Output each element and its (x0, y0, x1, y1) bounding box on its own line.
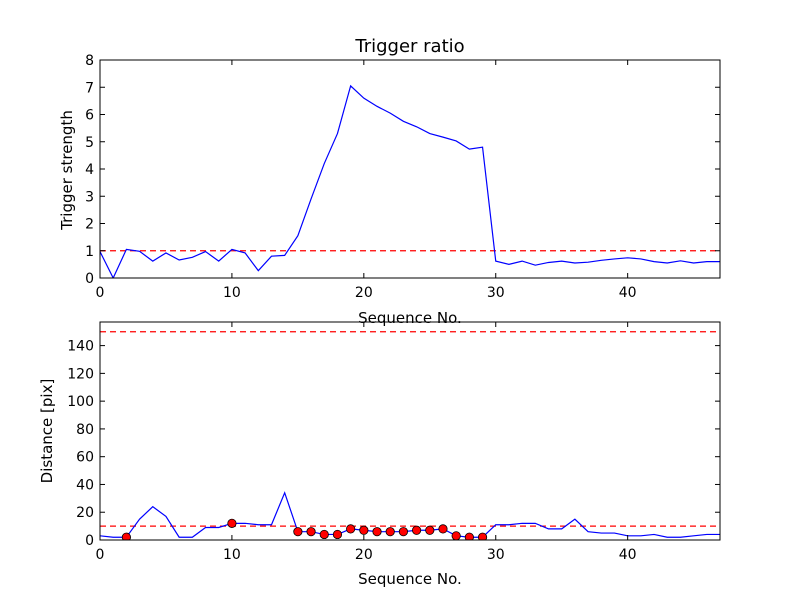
y-tick-label: 20 (76, 505, 94, 521)
x-tick-label: 0 (96, 547, 105, 563)
data-point (332, 529, 343, 540)
data-point (411, 525, 422, 535)
x-tick-label: 30 (487, 285, 505, 301)
data-point (293, 527, 303, 537)
x-tick-label: 10 (223, 547, 241, 563)
y-tick-label: 0 (85, 271, 94, 287)
y-tick-label: 8 (85, 53, 94, 69)
y-tick-label: 40 (76, 477, 94, 493)
clipped-marks (100, 331, 720, 540)
data-point (438, 524, 448, 534)
x-tick-label: 40 (619, 547, 637, 563)
plot-area: 0 10 20 30 40 0 20 40 60 80 100 120 140 (67, 321, 721, 563)
y-tick-label: 1 (85, 244, 94, 260)
x-tick-label: 20 (355, 285, 373, 301)
plot-area: 0 10 20 30 40 0 1 2 3 4 5 6 7 8 (85, 53, 721, 301)
y-tick-label: 5 (85, 135, 94, 151)
data-point (451, 531, 461, 540)
y-tick-label: 140 (67, 339, 94, 355)
series-line (100, 84, 720, 278)
x-tick-label: 0 (96, 285, 105, 301)
y-tick-label: 0 (85, 533, 94, 549)
data-point (359, 525, 369, 535)
data-point (398, 527, 409, 537)
y-tick-label: 120 (67, 366, 94, 382)
y-axis-label: Trigger strength (58, 110, 76, 231)
data-point (464, 532, 474, 540)
x-tick-label: 30 (487, 547, 505, 563)
axes-frame (99, 59, 721, 279)
x-axis-label: Sequence No. (358, 309, 462, 327)
x-tick-label: 10 (223, 285, 241, 301)
data-point (306, 527, 316, 537)
y-axis-label: Distance [pix] (38, 379, 56, 484)
x-tick-label: 20 (355, 547, 373, 563)
y-tick-label: 6 (85, 108, 94, 124)
data-point (319, 529, 329, 540)
data-point (372, 527, 382, 537)
subplot-distance: Sequence No. Distance [pix] 0 10 20 30 40 0 20… (38, 321, 721, 588)
x-tick-label: 40 (619, 285, 637, 301)
series-line (100, 491, 720, 538)
chart-title: Trigger ratio (354, 36, 464, 57)
data-point (121, 532, 131, 540)
y-tick-label: 7 (85, 80, 94, 96)
y-tick-label: 2 (85, 217, 94, 233)
data-point (477, 532, 488, 540)
y-tick-label: 3 (85, 189, 94, 205)
y-tick-label: 100 (67, 394, 94, 410)
x-axis-label: Sequence No. (358, 570, 462, 588)
subplot-trigger-ratio: Trigger ratio Sequence No. Trigger stren… (58, 36, 721, 327)
clipped-marks (100, 84, 720, 278)
data-point (346, 524, 356, 534)
data-point (385, 527, 395, 537)
y-tick-label: 60 (76, 450, 94, 466)
y-tick-label: 80 (76, 422, 94, 438)
data-point (227, 518, 237, 528)
axes-frame (99, 321, 721, 541)
y-tick-label: 4 (85, 162, 94, 178)
data-point (425, 525, 435, 535)
